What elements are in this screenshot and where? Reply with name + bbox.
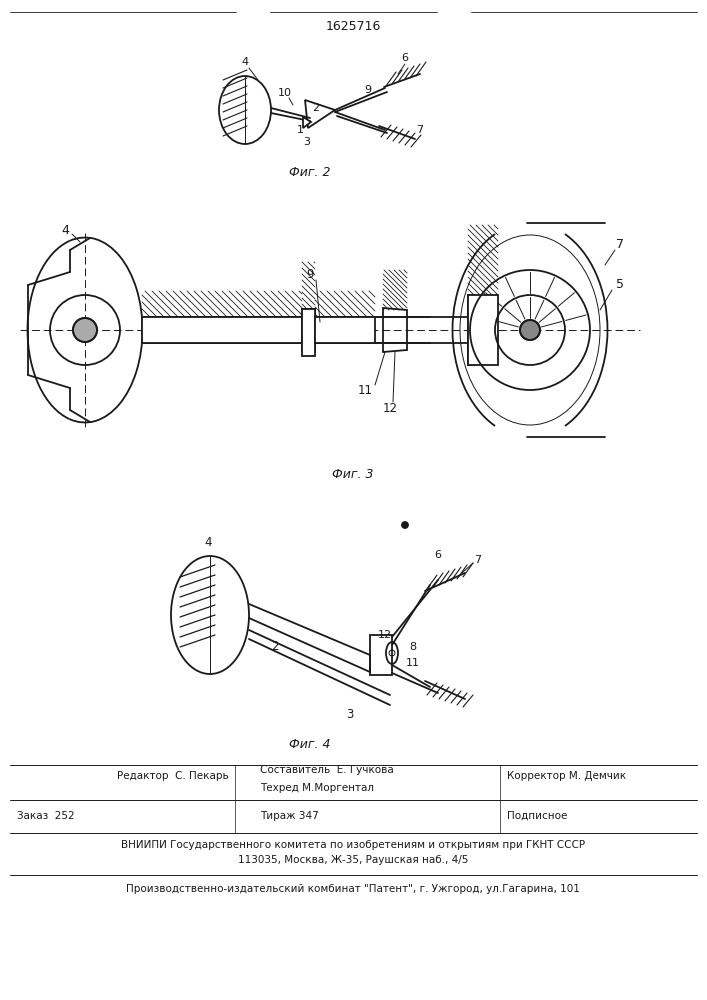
Circle shape: [520, 320, 540, 340]
Text: 6: 6: [402, 53, 409, 63]
Text: Тираж 347: Тираж 347: [260, 811, 319, 821]
Text: 5: 5: [616, 278, 624, 292]
Text: Фиг. 4: Фиг. 4: [289, 738, 331, 752]
Text: Редактор  С. Пекарь: Редактор С. Пекарь: [117, 771, 229, 781]
Text: 3: 3: [346, 708, 354, 722]
Text: Корректор М. Демчик: Корректор М. Демчик: [507, 771, 626, 781]
Text: Фиг. 2: Фиг. 2: [289, 165, 331, 178]
Text: 4: 4: [204, 536, 212, 550]
Text: Заказ  252: Заказ 252: [17, 811, 75, 821]
Text: 1625716: 1625716: [325, 20, 380, 33]
Bar: [315, 317, 375, 343]
Text: 7: 7: [616, 238, 624, 251]
Text: 4: 4: [61, 224, 69, 236]
Text: Техред М.Моргентал: Техред М.Моргентал: [260, 783, 374, 793]
Text: Составитель  Е. Гучкова: Составитель Е. Гучкова: [260, 765, 394, 775]
Text: 9: 9: [364, 85, 372, 95]
Text: 3: 3: [303, 137, 310, 147]
Text: 4: 4: [241, 57, 249, 67]
Text: Подписное: Подписное: [507, 811, 568, 821]
Text: 8: 8: [409, 642, 416, 652]
Circle shape: [402, 522, 408, 528]
Text: 9: 9: [306, 268, 314, 282]
Text: 7: 7: [416, 125, 423, 135]
Text: 10: 10: [278, 88, 292, 98]
Bar: [468, 295, 498, 365]
Text: 11: 11: [406, 658, 420, 668]
Text: ВНИИПИ Государственного комитета по изобретениям и открытиям при ГКНТ СССР: ВНИИПИ Государственного комитета по изоб…: [121, 840, 585, 850]
Circle shape: [73, 318, 97, 342]
Polygon shape: [303, 117, 311, 128]
Text: Производственно-издательский комбинат "Патент", г. Ужгород, ул.Гагарина, 101: Производственно-издательский комбинат "П…: [126, 884, 580, 894]
Text: 6: 6: [435, 550, 441, 560]
Bar: [142, 317, 302, 343]
Text: 2: 2: [312, 103, 320, 113]
Text: 7: 7: [474, 555, 481, 565]
Text: 1: 1: [296, 125, 303, 135]
Text: 113035, Москва, Ж-35, Раушская наб., 4/5: 113035, Москва, Ж-35, Раушская наб., 4/5: [238, 855, 468, 865]
Text: Фиг. 3: Фиг. 3: [332, 468, 374, 482]
Text: 12: 12: [378, 630, 392, 640]
Text: 2: 2: [271, 641, 279, 654]
Bar: [302, 309, 315, 356]
Text: 12: 12: [382, 401, 397, 414]
Text: 11: 11: [358, 383, 373, 396]
